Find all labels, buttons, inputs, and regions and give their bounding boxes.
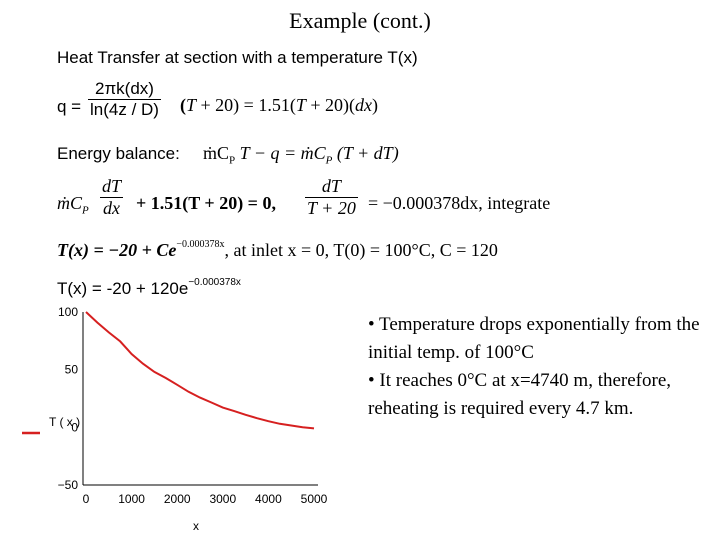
y-tick-label: 0 <box>71 420 78 434</box>
solution-equation: T(x) = −20 + Ce−0.000378x, at inlet x = … <box>57 239 498 260</box>
x-tick-label: 3000 <box>209 492 236 506</box>
section-heading: Heat Transfer at section with a temperat… <box>57 48 418 67</box>
x-tick-label: 2000 <box>164 492 191 506</box>
energy-balance-terms: ṁCP T − q = ṁCP (T + dT) <box>203 143 399 167</box>
q-lhs: q = <box>57 97 82 116</box>
x-tick-label: 5000 <box>301 492 328 506</box>
q-rhs: (T + 20) = 1.51(T + 20)(dx) <box>180 95 378 115</box>
bullet-item: • It reaches 0°C at x=4740 m, therefore,… <box>368 370 671 419</box>
x-axis-label: x <box>193 519 199 533</box>
bullet-item: • Temperature drops exponentially from t… <box>368 314 700 363</box>
notes: • Temperature drops exponentially from t… <box>368 311 713 423</box>
diff-rhs: = −0.000378dx, integrate <box>368 193 551 213</box>
q-numerator: 2πk(dx) <box>95 79 154 98</box>
temperature-series-line <box>85 311 315 430</box>
y-axis-label: T ( x ) <box>49 415 80 429</box>
q-denominator: ln(4z / D) <box>88 99 161 119</box>
x-tick-label: 1000 <box>118 492 145 506</box>
tick-labels: 100 50 0 −50 0 1000 2000 3000 4000 5000 <box>58 305 328 506</box>
diff-middle: + 1.51(T + 20) = 0, <box>136 193 276 213</box>
y-tick-label: −50 <box>58 478 79 492</box>
temperature-chart: T ( x ) x 100 50 0 −50 0 1000 2000 3000 4000 5000 <box>22 305 328 533</box>
x-tick-label: 0 <box>83 492 90 506</box>
y-tick-label: 100 <box>58 305 78 319</box>
q-fraction: 2πk(dx) ln(4z / D) <box>88 79 161 120</box>
dT-dx-fraction: dT dx <box>100 176 124 218</box>
final-equation: T(x) = -20 + 120e−0.000378x <box>57 277 241 298</box>
energy-balance-label: Energy balance: <box>57 144 180 163</box>
dT-fraction: dT T + 20 <box>305 176 358 218</box>
y-tick-label: 50 <box>65 363 79 377</box>
x-tick-label: 4000 <box>255 492 282 506</box>
diff-lead: ṁCP <box>57 193 89 217</box>
slide-title: Example (cont.) <box>289 8 431 33</box>
